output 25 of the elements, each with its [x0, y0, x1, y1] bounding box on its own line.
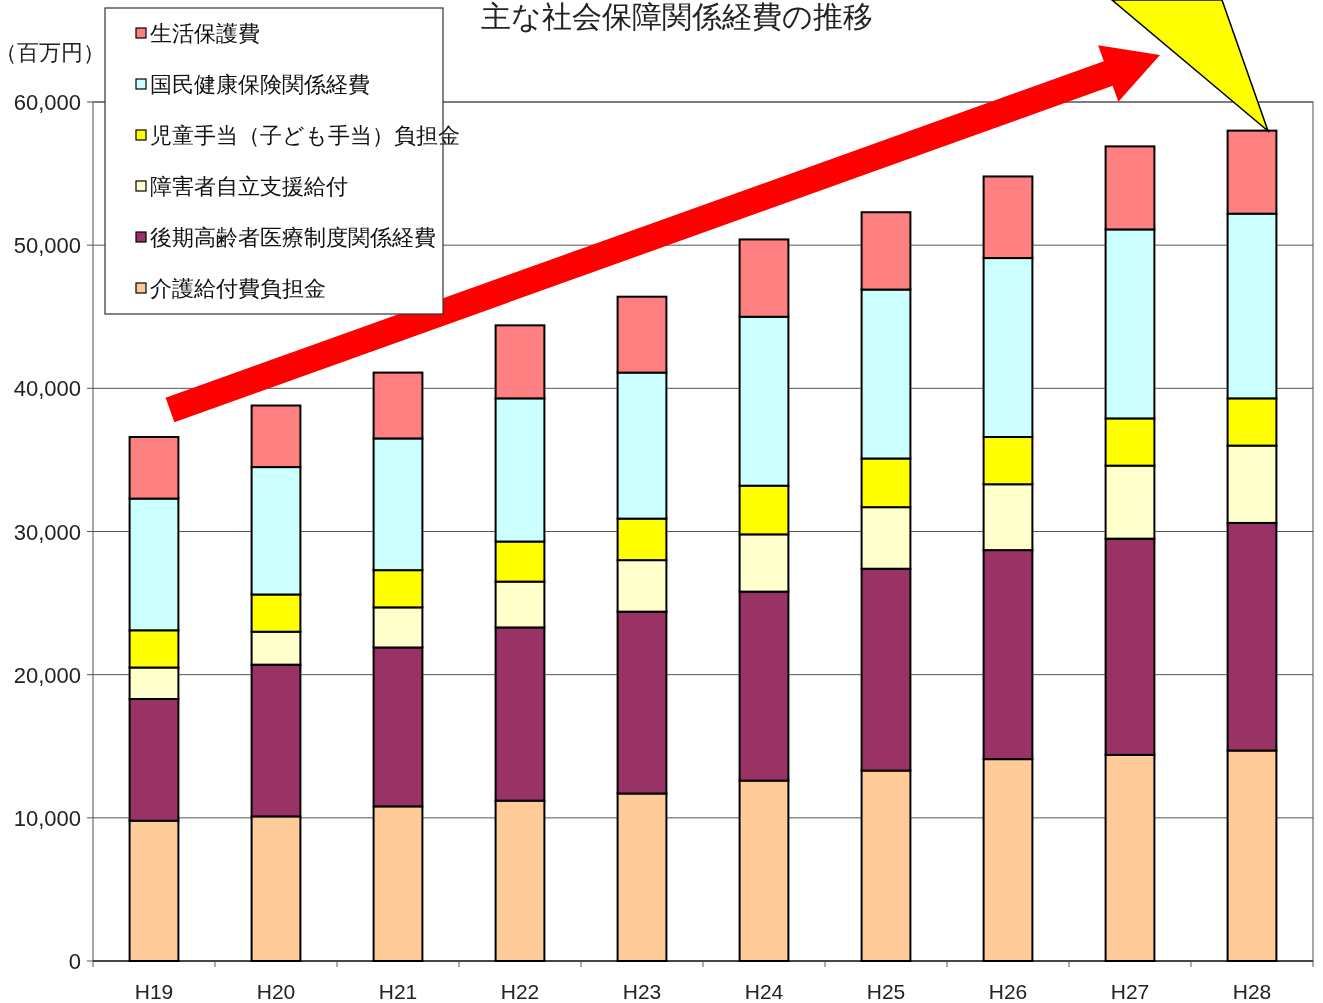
y-tick-label: 30,000	[13, 519, 81, 545]
x-tick-label: H20	[256, 980, 296, 1003]
x-tick-label: H19	[134, 980, 174, 1003]
y-tick-label: 10,000	[13, 805, 81, 831]
y-axis-title: （百万円）	[0, 40, 105, 65]
chart-title: 主な社会保障関係経費の推移	[481, 0, 873, 33]
legend-label: 介護給付費負担金	[150, 276, 326, 301]
legend-label: 生活保護費	[150, 21, 260, 46]
y-tick-label: 50,000	[13, 233, 81, 259]
x-tick-label: H26	[988, 980, 1028, 1003]
y-tick-label: 40,000	[13, 376, 81, 402]
y-tick-label: 60,000	[13, 90, 81, 115]
legend-label: 児童手当（子ども手当）負担金	[150, 123, 460, 148]
x-tick-label: H24	[744, 980, 784, 1003]
x-tick-label: H23	[622, 980, 662, 1003]
legend-label: 障害者自立支援給付	[150, 174, 348, 199]
y-tick-label: 20,000	[13, 662, 81, 688]
x-tick-label: H22	[500, 980, 540, 1003]
legend-label: 後期高齢者医療制度関係経費	[150, 225, 436, 250]
x-tick-label: H25	[866, 980, 906, 1003]
x-tick-label: H28	[1232, 980, 1272, 1003]
y-tick-label: 0	[68, 949, 81, 974]
x-tick-label: H21	[378, 980, 418, 1003]
legend-label: 国民健康保険関係経費	[150, 72, 370, 97]
x-tick-label: H27	[1110, 980, 1150, 1003]
